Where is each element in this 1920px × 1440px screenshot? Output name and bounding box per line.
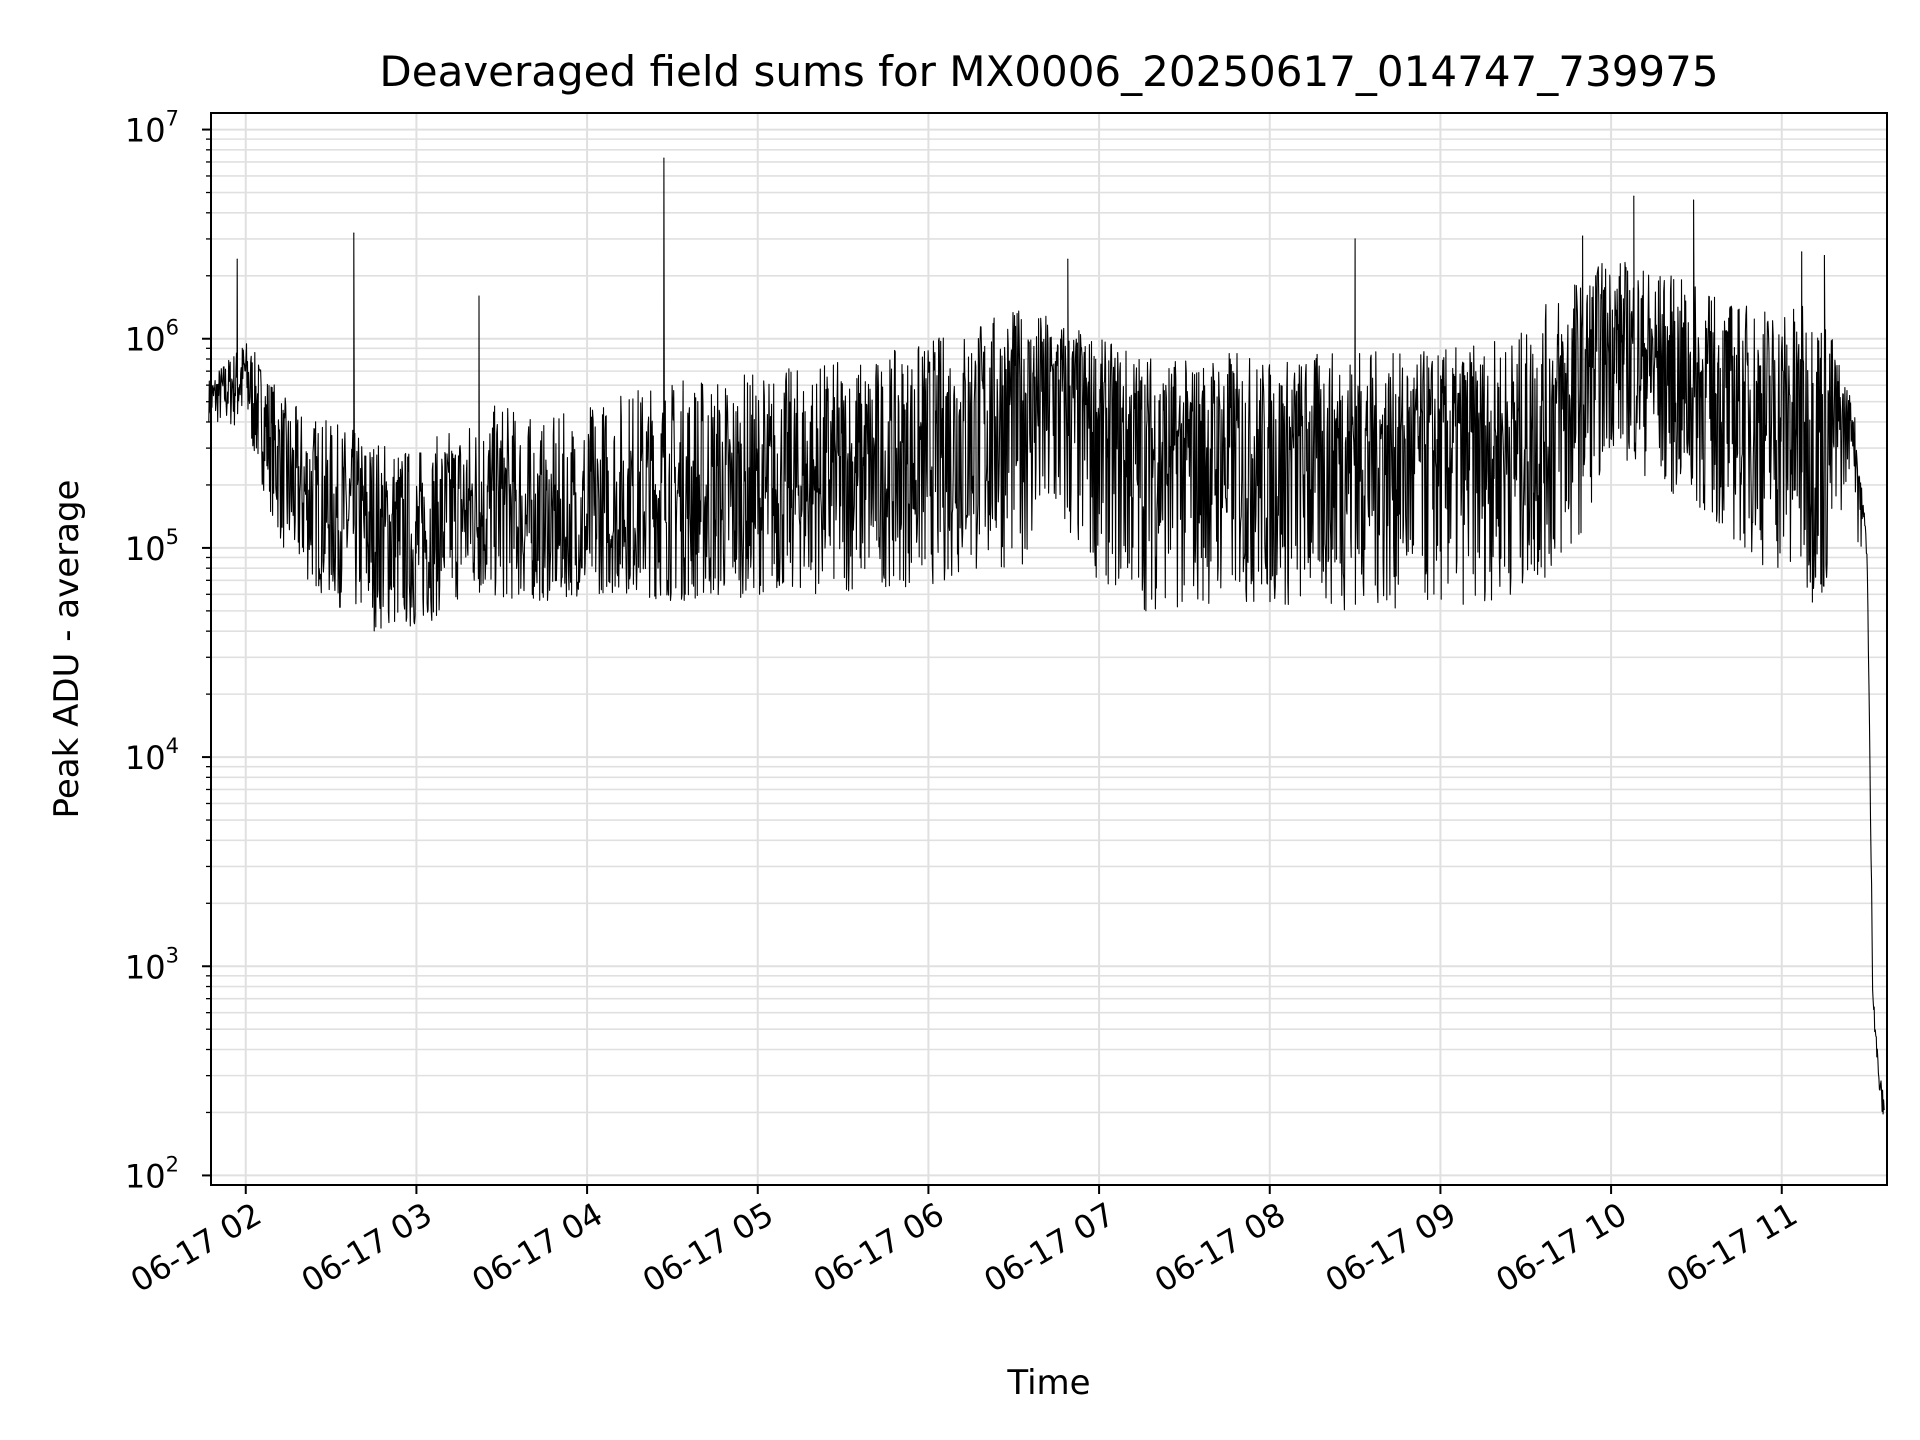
x-axis-ticks: 06-17 02 06-17 03 06-17 04 06-17 05 06-17 06…: [124, 1185, 1804, 1300]
plot-frame: [210, 112, 1888, 1186]
y-axis-ticks: 102 103 104 105 106 107: [125, 107, 211, 1195]
y-axis-label: Peak ADU - average: [47, 480, 87, 819]
x-tick-label: 06-17 08: [1148, 1195, 1292, 1300]
x-tick-label: 06-17 04: [465, 1195, 609, 1300]
x-tick-label: 06-17 11: [1660, 1195, 1804, 1300]
plot-background: [211, 113, 1887, 1185]
spike-point: [1693, 199, 1695, 201]
x-tick-label: 06-17 10: [1489, 1195, 1633, 1300]
spike-point: [1823, 254, 1825, 256]
x-tick-label: 06-17 07: [977, 1195, 1121, 1300]
x-tick-label: 06-17 06: [807, 1195, 951, 1300]
spike-point: [663, 157, 665, 159]
spike-point: [1582, 235, 1584, 237]
y-tick-label: 102: [125, 1152, 179, 1195]
grid: [211, 113, 1887, 1185]
y-tick-label: 107: [125, 107, 179, 150]
spike-point: [353, 232, 355, 234]
y-tick-label: 103: [125, 943, 179, 986]
y-tick-label: 106: [125, 316, 179, 359]
spike-point: [1067, 258, 1069, 260]
x-axis-label: Time: [1006, 1363, 1090, 1403]
spike-point: [478, 295, 480, 297]
spike-point: [1354, 238, 1356, 240]
spike-point: [1633, 195, 1635, 197]
spike-point: [236, 258, 238, 260]
x-tick-label: 06-17 05: [636, 1195, 780, 1300]
series-line: [208, 157, 1885, 1115]
x-tick-label: 06-17 03: [295, 1195, 439, 1300]
y-tick-label: 104: [125, 734, 179, 777]
spike-point: [1801, 251, 1803, 253]
x-tick-label: 06-17 02: [124, 1195, 268, 1300]
x-tick-label: 06-17 09: [1319, 1195, 1463, 1300]
y-tick-label: 105: [125, 525, 179, 568]
series-line-group: [208, 157, 1885, 1115]
chart-title: Deaveraged field sums for MX0006_2025061…: [379, 47, 1718, 96]
